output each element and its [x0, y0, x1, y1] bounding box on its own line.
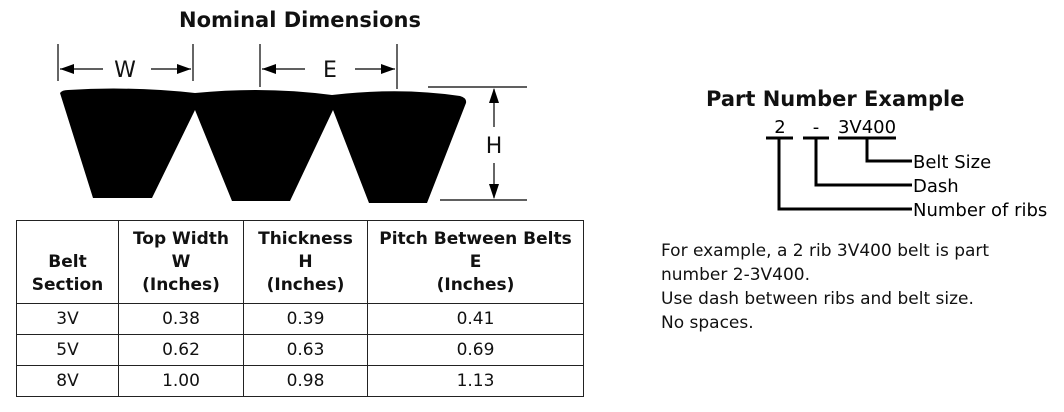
description-line: No spaces.: [661, 313, 754, 333]
h-label: H: [486, 134, 503, 159]
part-number-description: For example, a 2 rib 3V400 belt is part …: [661, 239, 989, 335]
e-label: E: [323, 58, 337, 83]
part-size: 3V400: [838, 117, 896, 138]
arrowheads: [60, 64, 499, 199]
diagram-title: Nominal Dimensions: [0, 8, 600, 32]
table-row: 3V 0.38 0.39 0.41: [16, 303, 584, 335]
part-dash: -: [813, 117, 820, 138]
part-ribs: 2: [774, 117, 785, 138]
part-number-title: Part Number Example: [706, 87, 965, 111]
header-belt-section: Belt Section: [16, 220, 119, 304]
part-number-connectors: [766, 136, 912, 211]
w-label: W: [114, 58, 136, 83]
dimensions-table: Belt Section Top Width W (Inches) Thickness…: [16, 220, 584, 397]
diagram-title-text: Nominal Dimensions: [179, 8, 421, 32]
belt-cross-section: [60, 88, 467, 203]
callout-ribs: Number of ribs: [913, 200, 1047, 221]
header-thickness: Thickness H (Inches): [243, 220, 368, 304]
callout-dash: Dash: [913, 176, 959, 197]
header-pitch: Pitch Between Belts E (Inches): [367, 220, 584, 304]
callout-size: Belt Size: [913, 152, 991, 173]
table-row: 5V 0.62 0.63 0.69: [16, 334, 584, 366]
table-row: 8V 1.00 0.98 1.13: [16, 365, 584, 397]
table-header-row: Belt Section Top Width W (Inches) Thickness…: [16, 220, 584, 304]
header-top-width: Top Width W (Inches): [118, 220, 244, 304]
description-line: Use dash between ribs and belt size.: [661, 289, 974, 309]
description-line: number 2-3V400.: [661, 265, 810, 285]
description-line: For example, a 2 rib 3V400 belt is part: [661, 241, 990, 261]
